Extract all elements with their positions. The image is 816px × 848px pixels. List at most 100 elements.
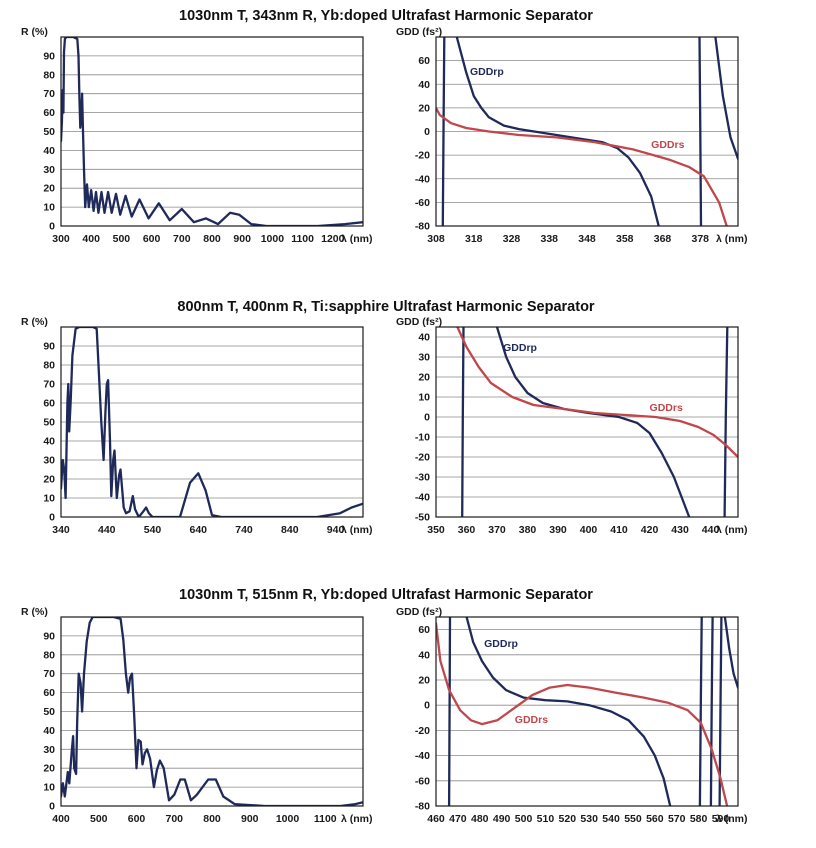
chart-6-series-gddrs-6 [436,622,729,806]
chart-2-series-gddrp-0 [455,37,660,226]
chart-1-xtick-label-4: 700 [173,233,191,245]
chart-4-ytick-label-3: -20 [415,452,430,464]
chart-4-xtick-label-2: 370 [488,524,506,536]
chart-2-xtick-label-7: 378 [691,233,709,245]
chart-1-xtick-label-8: 1100 [291,233,314,245]
gdd-chart-343nm: -80 -60 -40 -20 0 20 40 60 308 318 328 338 348 358 368… [396,26,748,245]
chart-1-plot-frame [60,36,364,227]
chart-6-series-group [436,617,738,806]
chart-3-ytick-label-1: 10 [43,493,55,505]
chart-2-plot-frame [435,36,739,227]
chart-3-xtick-label-6: 940 [327,524,345,536]
chart-5-ytick-label-0: 0 [49,801,55,813]
chart-3-ytick-label-4: 40 [43,436,55,448]
chart-6-plot-frame [435,616,739,807]
chart-2-ytick-label-5: 20 [418,102,430,114]
chart-6-xtick-label-9: 550 [624,813,642,825]
chart-3-series-group [61,327,363,517]
chart-6-series-line-2 [698,617,703,806]
chart-4-ytick-label-1: -40 [415,492,430,504]
chart-5-xtick-label-2: 600 [128,813,146,825]
chart-5-ytick-label-3: 30 [43,744,55,756]
chart-6-series-gddrp-0 [465,617,672,806]
chart-4-ytick-label-2: -30 [415,472,430,484]
chart-6-xtick-label-5: 510 [537,813,555,825]
chart-1-xtick-label-7: 1000 [261,233,285,245]
chart-1-ytick-label-0: 0 [49,221,55,233]
chart-6-xlabel: λ (nm) [716,813,748,825]
gdd-chart-400nm: -50 -40 -30 -20 -10 0 10 20 30 40 350 360 370 380 390 4… [396,316,748,536]
chart-6-ylabel: GDD (fs²) [396,606,442,618]
chart-4-series-line-2 [723,327,729,517]
chart-4-ylabel: GDD (fs²) [396,316,442,328]
chart-4-series-group [456,327,738,517]
chart-2-series-line-2 [698,37,703,226]
chart-2-xlabel: λ (nm) [716,233,748,245]
chart-5-ytick-label-8: 80 [43,649,55,661]
chart-2-ytick-label-2: -40 [415,173,430,185]
chart-1-ytick-label-7: 70 [43,88,55,100]
chart-4-xtick-label-8: 430 [671,524,689,536]
chart-1-ylabel: R (%) [21,26,48,38]
chart-6-xtick-label-4: 500 [515,813,533,825]
chart-1-xtick-label-3: 600 [143,233,161,245]
chart-3-xlabel: λ (nm) [341,524,373,536]
chart-5-xtick-label-4: 800 [203,813,221,825]
chart-4-plot-frame [435,326,739,518]
chart-2-series-line-3 [714,37,738,160]
chart-4-xtick-label-0: 350 [427,524,445,536]
chart-1-xtick-label-2: 500 [113,233,131,245]
chart-1-ytick-label-5: 50 [43,126,55,138]
chart-3-ylabel: R (%) [21,316,48,328]
chart-4-xtick-label-5: 400 [580,524,598,536]
chart-1-xtick-label-6: 900 [233,233,251,245]
chart-5-ytick-label-5: 50 [43,706,55,718]
chart-3-xtick-label-0: 340 [52,524,70,536]
chart-2-series-line-1 [441,37,446,226]
chart-2-xtick-label-4: 348 [578,233,596,245]
chart-1-series-group [61,37,363,226]
chart-2-xtick-label-1: 318 [465,233,483,245]
chart-2-xtick-label-2: 328 [503,233,521,245]
chart-4-xtick-label-9: 440 [702,524,720,536]
chart-3-xtick-label-1: 440 [98,524,116,536]
chart-4-ytick-label-4: -10 [415,432,430,444]
chart-5-xtick-label-1: 500 [90,813,108,825]
chart-6-xtick-label-2: 480 [471,813,489,825]
chart-6-ytick-label-0: -80 [415,801,430,813]
chart-4-ytick-label-6: 10 [418,392,430,404]
chart-2-xtick-label-5: 358 [616,233,634,245]
chart-5-xtick-label-3: 700 [165,813,183,825]
chart-5-xtick-label-7: 1100 [314,813,337,825]
chart-6-ytick-label-4: 0 [424,700,430,712]
chart-5-series-group [61,617,363,806]
chart-6-xtick-label-13: 590 [712,813,730,825]
chart-2-xtick-label-6: 368 [654,233,672,245]
chart-5-series-line-0 [61,617,363,806]
chart-5-xtick-label-0: 400 [52,813,70,825]
chart-3-ytick-label-0: 0 [49,512,55,524]
chart-4-ytick-label-0: -50 [415,512,430,524]
chart-4-xtick-label-1: 360 [458,524,476,536]
chart-6-series-line-3 [709,617,714,806]
chart-6-ytick-label-1: -60 [415,775,430,787]
chart-5-ytick-label-1: 10 [43,782,55,794]
chart-4-ytick-label-8: 30 [418,352,430,364]
chart-3-xtick-label-2: 540 [144,524,162,536]
chart-5-plot-frame [60,616,364,807]
chart-1-ytick-label-2: 20 [43,183,55,195]
chart-4-xlabel: λ (nm) [716,524,748,536]
chart-6-ytick-label-3: -20 [415,725,430,737]
chart-3-ytick-label-5: 50 [43,417,55,429]
chart-6-series-line-5 [723,617,738,689]
chart-2-series-gddrs-4 [436,106,728,226]
chart-1-xlabel: λ (nm) [341,233,373,245]
chart-2-ytick-label-6: 40 [418,79,430,91]
chart-4-xtick-label-6: 410 [610,524,628,536]
chart-4-xtick-label-4: 390 [549,524,567,536]
chart-3-series-line-0 [61,327,363,517]
chart-2-ylabel: GDD (fs²) [396,26,442,38]
chart-4-xtick-label-3: 380 [519,524,537,536]
chart-4-ytick-label-7: 20 [418,372,430,384]
chart-3-ytick-label-7: 70 [43,379,55,391]
